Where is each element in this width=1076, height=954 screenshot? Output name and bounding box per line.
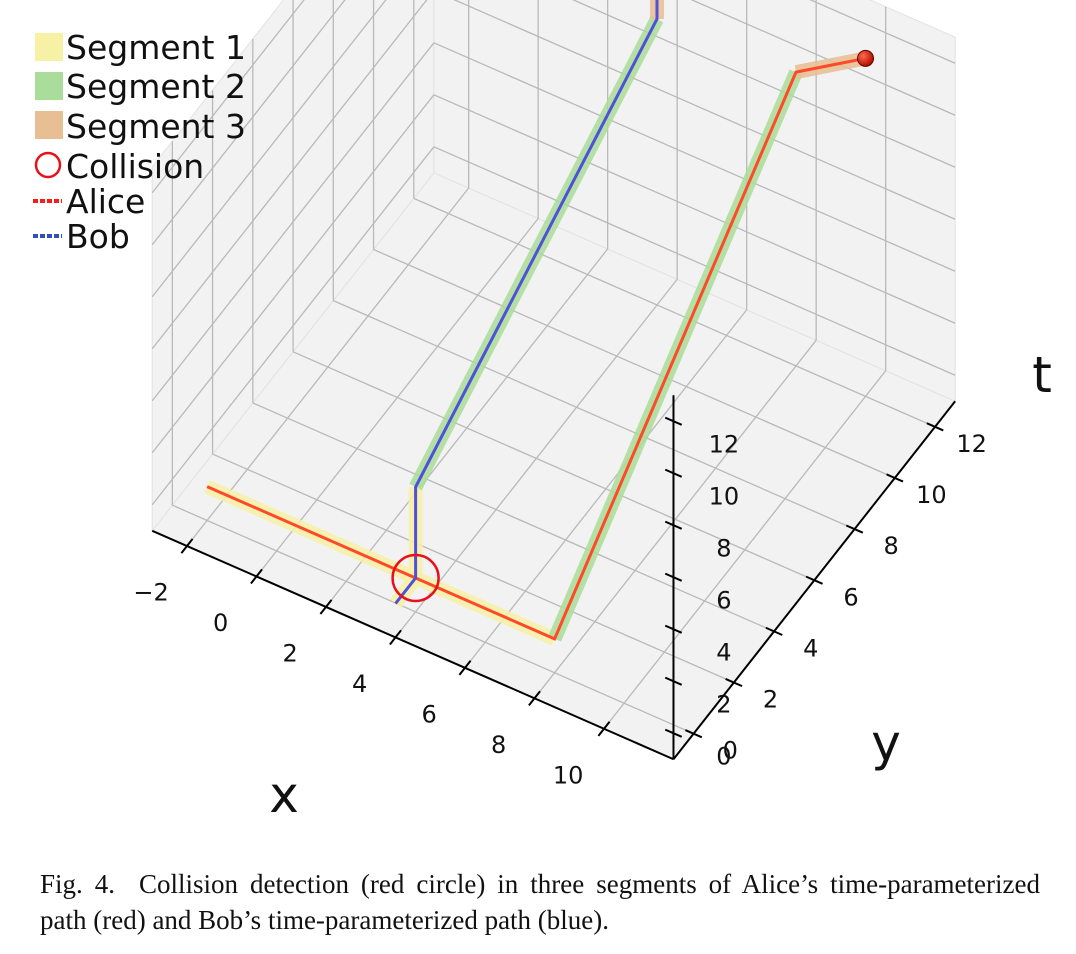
- y-tick-label: 10: [916, 481, 947, 509]
- x-axis-title: x: [269, 766, 299, 824]
- t-tick-label: 2: [716, 690, 731, 718]
- grid-line-t: [151, 0, 428, 350]
- grid-line-y: [212, 453, 735, 684]
- grid-line-t: [151, 94, 435, 454]
- grid-line-t: [571, 0, 956, 168]
- grid-line-t: [433, 146, 956, 376]
- caption-number: Fig. 4.: [40, 869, 115, 899]
- x-tick-label: 8: [491, 731, 506, 759]
- grid-line-y: [292, 351, 815, 581]
- grid-line-t: [433, 42, 956, 272]
- x-tick-label: −2: [133, 579, 168, 607]
- y-tick: [765, 626, 783, 636]
- t-tick-label: 8: [716, 534, 731, 562]
- x-tick-label: 2: [282, 640, 297, 668]
- y-tick-label: 12: [956, 430, 987, 458]
- caption-text: Collision detection (red circle) in thre…: [40, 869, 1040, 935]
- y-tick: [926, 422, 944, 432]
- end-point-marker: [857, 49, 875, 67]
- y-tick: [725, 677, 743, 688]
- x-tick: [319, 599, 333, 615]
- t-tick: [664, 468, 683, 478]
- x-tick: [597, 721, 611, 737]
- y-tick: [845, 524, 864, 534]
- y-tick: [684, 729, 703, 739]
- axis-lines: [151, 395, 956, 761]
- legend-label-collision: Collision: [66, 147, 204, 186]
- grid-line-y: [373, 248, 896, 479]
- t-tick: [664, 676, 683, 686]
- x-tick: [250, 568, 263, 585]
- x-axis-line: [151, 529, 674, 761]
- figure: −2 0 2 4 6 8 10 0 2 4 6 8 10 12 0 2 4 6 8 10 12 x y t Segmen…: [33, 0, 1052, 824]
- grid-line-t: [151, 146, 435, 506]
- y-tick: [886, 473, 904, 483]
- t-tick: [664, 728, 683, 738]
- t-tick-label: 12: [709, 430, 740, 458]
- legend-label-segment-1: Segment 1: [66, 28, 246, 67]
- grid-line-y: [172, 504, 694, 735]
- grid-line-t: [690, 0, 956, 116]
- y-tick-label: 8: [884, 532, 899, 560]
- legend-swatch-segment-1: [35, 33, 63, 61]
- legend-label-alice: Alice: [66, 182, 145, 221]
- legend-swatch-segment-3: [35, 111, 63, 139]
- x-tick-label: 6: [421, 700, 436, 728]
- figure-caption: Fig. 4. Collision detection (red circle) …: [40, 866, 1040, 938]
- y-axis-title: y: [871, 714, 901, 772]
- x-tick-label: 4: [352, 670, 367, 698]
- x-tick-label: 0: [213, 609, 228, 637]
- t-tick-label: 4: [716, 638, 731, 666]
- legend: Segment 1 Segment 2 Segment 3 Collision …: [33, 28, 246, 256]
- x-tick: [458, 660, 472, 676]
- t-tick: [664, 572, 683, 582]
- collision-marker: [391, 553, 440, 603]
- y-tick-label: 4: [803, 634, 818, 662]
- y-tick: [805, 575, 823, 585]
- grid-line-t: [809, 0, 956, 64]
- grid-line-t: [151, 0, 346, 246]
- t-tick: [664, 416, 683, 426]
- grid-line-t: [151, 42, 435, 402]
- trajectory-lines: [206, 0, 866, 641]
- y-tick-label: 6: [843, 583, 858, 611]
- grid-line-y: [252, 402, 775, 632]
- bob-path: [394, 0, 659, 605]
- y-tick-label: 0: [723, 737, 738, 765]
- grid-line-t: [433, 94, 956, 324]
- legend-label-segment-2: Segment 2: [66, 67, 246, 106]
- t-tick-label: 0: [716, 742, 731, 770]
- t-tick-label: 6: [716, 586, 731, 614]
- grid-line-y: [333, 300, 855, 530]
- x-tick: [180, 538, 194, 554]
- t-tick: [664, 520, 683, 530]
- legend-marker-collision: [34, 151, 62, 179]
- grid-line-t: [151, 0, 387, 298]
- t-tick: [664, 624, 683, 634]
- legend-label-segment-3: Segment 3: [66, 107, 246, 146]
- legend-label-bob: Bob: [66, 217, 130, 256]
- grid-line-y: [413, 197, 936, 428]
- markers: [391, 49, 875, 603]
- t-axis-title: t: [1032, 346, 1052, 404]
- x-tick-label: 10: [553, 761, 584, 789]
- x-tick: [528, 690, 541, 707]
- grid-lines: [151, 0, 956, 735]
- grid-line-t: [453, 0, 956, 220]
- alice-path: [206, 56, 866, 641]
- y-tick-label: 2: [763, 686, 778, 714]
- grid-line-t: [151, 0, 305, 194]
- x-tick: [389, 629, 402, 646]
- t-tick-label: 10: [709, 482, 740, 510]
- legend-swatch-segment-2: [35, 72, 63, 100]
